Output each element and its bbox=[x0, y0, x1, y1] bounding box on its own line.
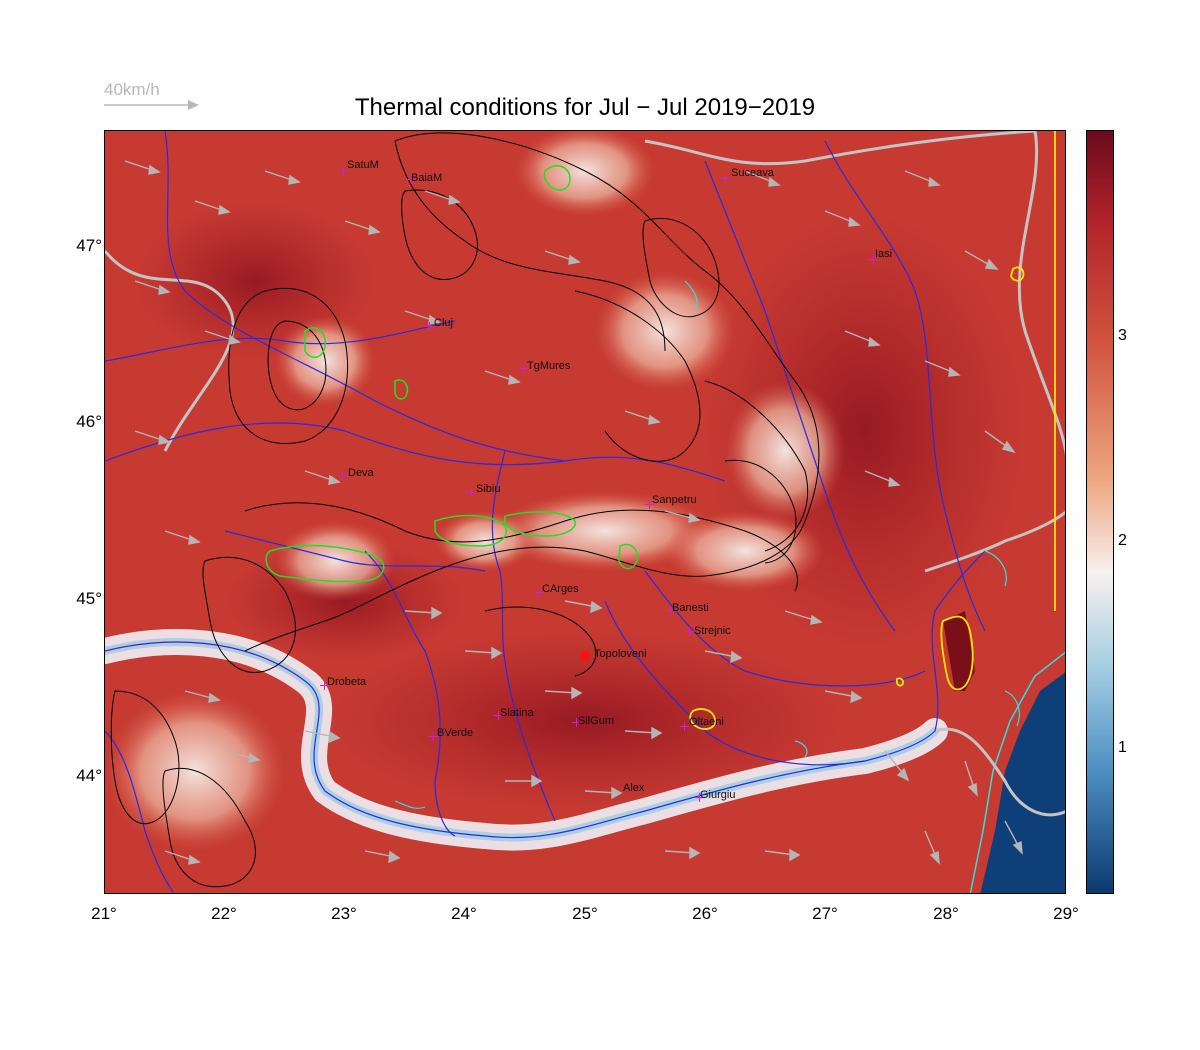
colorbar-tick-1: 1 bbox=[1118, 739, 1127, 756]
city-label-deva: Deva bbox=[348, 467, 374, 479]
city-marker-icon bbox=[695, 793, 704, 802]
city-marker-icon bbox=[339, 166, 348, 175]
city-label-carges: CArges bbox=[542, 583, 579, 595]
city-label-giurgiu: Giurgiu bbox=[700, 789, 736, 801]
city-marker-icon bbox=[338, 471, 347, 480]
city-marker-icon bbox=[429, 732, 438, 741]
city-label-slatina: Slatina bbox=[500, 707, 534, 719]
colorbar bbox=[1086, 130, 1114, 894]
elevation-contours bbox=[110, 132, 820, 888]
city-label-bverde: BVerde bbox=[437, 727, 474, 739]
city-label-sanpetru: Sanpetru bbox=[652, 494, 697, 506]
black-sea bbox=[980, 672, 1065, 893]
high-elevation-contours bbox=[265, 164, 639, 583]
city-label-silgum: SilGum bbox=[578, 715, 615, 727]
coastal-contours bbox=[394, 280, 1020, 809]
lon-tick-24: 24° bbox=[451, 904, 477, 923]
lon-tick-21: 21° bbox=[91, 904, 117, 923]
city-label-alex: Alex bbox=[623, 782, 645, 794]
map-canvas bbox=[105, 131, 1065, 893]
wind-scale-arrow-icon bbox=[104, 100, 199, 110]
rivers bbox=[105, 131, 986, 893]
city-marker-icon bbox=[320, 681, 329, 690]
lon-tick-26: 26° bbox=[692, 904, 718, 923]
city-label-satum: SatuM bbox=[347, 159, 379, 171]
city-label-baiam: BaiaM bbox=[411, 172, 443, 184]
city-marker-icon bbox=[407, 175, 416, 184]
lon-tick-27: 27° bbox=[812, 904, 838, 923]
city-label-cluj: Cluj bbox=[434, 317, 453, 329]
colorbar-tick-2: 2 bbox=[1118, 532, 1127, 549]
city-marker-icon bbox=[721, 174, 730, 183]
city-label-topoloveni: Topoloveni bbox=[594, 648, 647, 660]
lat-tick-44: 44° bbox=[76, 766, 102, 785]
topoloveni-marker-icon bbox=[580, 651, 590, 661]
lon-tick-28: 28° bbox=[933, 904, 959, 923]
city-label-sibiu: Sibiu bbox=[476, 483, 501, 495]
city-label-strejnic: Strejnic bbox=[694, 625, 731, 637]
lat-tick-47: 47° bbox=[76, 236, 102, 255]
city-label-suceava: Suceava bbox=[731, 167, 774, 179]
lat-tick-46: 46° bbox=[76, 412, 102, 431]
city-marker-icon bbox=[666, 606, 675, 615]
city-marker-icon bbox=[534, 588, 543, 597]
colorbar-tick-3: 3 bbox=[1118, 327, 1127, 344]
city-marker-icon bbox=[425, 322, 434, 331]
city-marker-icon bbox=[494, 711, 503, 720]
city-marker-icon bbox=[467, 488, 476, 497]
lon-tick-23: 23° bbox=[331, 904, 357, 923]
city-marker-icon bbox=[645, 500, 654, 509]
city-label-oltaeni: Oltaeni bbox=[689, 716, 724, 728]
city-marker-icon bbox=[869, 255, 878, 264]
city-label-tgmures: TgMures bbox=[527, 360, 571, 372]
temperature-map: SatuM BaiaM Suceava Iasi Cluj TgMures De… bbox=[104, 130, 1066, 894]
map-title: Thermal conditions for Jul − Jul 2019−20… bbox=[354, 94, 816, 121]
wind-scale-label: 40km/h bbox=[104, 80, 160, 99]
lon-tick-25: 25° bbox=[572, 904, 598, 923]
hot-regions bbox=[135, 201, 1025, 811]
city-marker-icon bbox=[572, 718, 581, 727]
city-label-iasi: Iasi bbox=[875, 248, 893, 260]
city-marker-icon bbox=[685, 627, 694, 636]
wind-vectors bbox=[124, 160, 1023, 865]
city-marker-icon bbox=[680, 722, 689, 731]
city-label-drobeta: Drobeta bbox=[327, 676, 367, 688]
lon-tick-29: 29° bbox=[1053, 904, 1079, 923]
lon-tick-22: 22° bbox=[211, 904, 237, 923]
city-label-banesti: Banesti bbox=[672, 602, 709, 614]
lat-tick-45: 45° bbox=[76, 589, 102, 608]
extreme-heat-contours bbox=[689, 131, 1056, 730]
city-marker-icon bbox=[519, 364, 528, 373]
